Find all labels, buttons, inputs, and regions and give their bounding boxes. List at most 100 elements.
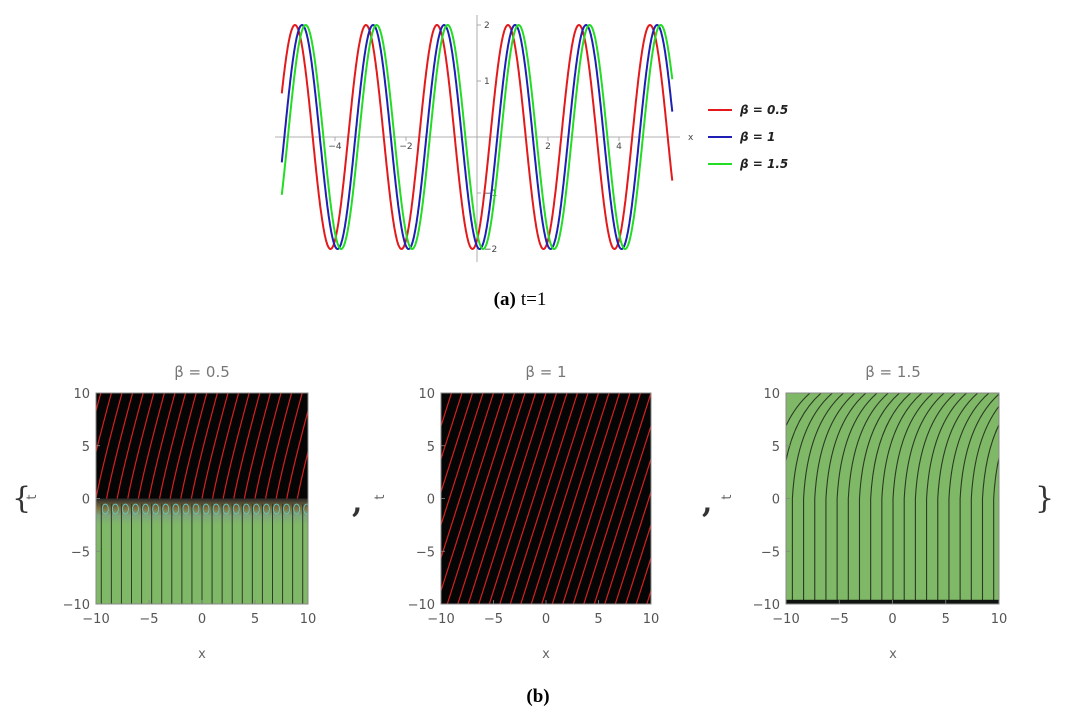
x-tick-label: −10 <box>772 612 799 627</box>
y-tick-label: 0 <box>427 493 435 508</box>
x-tick-label: 0 <box>542 612 550 627</box>
close-brace: } <box>1035 481 1054 516</box>
contour-line <box>914 393 956 604</box>
y-axis-label: t <box>373 494 388 499</box>
y-tick-label: −5 <box>761 545 780 560</box>
contour-line <box>881 393 923 604</box>
contour-line <box>296 449 308 499</box>
contour-line <box>127 393 155 499</box>
contour-loop <box>142 503 149 515</box>
contour-line <box>814 393 856 604</box>
y-tick-label: −10 <box>753 598 780 613</box>
x-tick-label: 2 <box>545 142 551 152</box>
contour-line <box>959 393 999 604</box>
contour-line <box>791 393 833 604</box>
y-tick-label: 0 <box>772 493 780 508</box>
contour-line <box>635 555 651 604</box>
contour-line <box>478 393 547 604</box>
contour-loop <box>283 503 290 515</box>
contour-loop <box>242 503 250 515</box>
x-tick-label: 10 <box>300 612 317 627</box>
contour-line <box>457 393 526 604</box>
contour-line <box>286 408 308 499</box>
contour-line <box>233 393 261 499</box>
contour-layer <box>96 393 345 604</box>
caption-b: (b) <box>526 686 549 707</box>
legend-label: β = 0.5 <box>739 103 788 117</box>
x-axis-label: x <box>198 647 206 662</box>
contour-line <box>159 393 187 499</box>
contour-line <box>441 393 505 593</box>
contour-loop <box>122 503 129 515</box>
x-axis-label: x <box>542 647 550 662</box>
contour-line <box>201 393 229 499</box>
contour-line <box>562 393 631 604</box>
contour-line <box>265 393 293 499</box>
contour-line <box>441 393 484 527</box>
contour-loop <box>202 503 210 515</box>
contour-line <box>275 393 303 499</box>
x-tick-label: −10 <box>82 612 109 627</box>
contour-line <box>993 455 999 604</box>
contour-layer <box>786 393 999 604</box>
contour-loop <box>111 503 119 515</box>
series-lines <box>280 23 674 251</box>
contour-loop <box>293 503 301 515</box>
contour-line <box>572 393 642 604</box>
separator-comma: , <box>702 485 712 520</box>
contour-line <box>190 393 218 499</box>
y-tick-label: 1 <box>484 77 490 87</box>
contour-line <box>520 393 589 604</box>
contour-line <box>657 393 724 604</box>
series-line <box>280 23 674 251</box>
contour-loop <box>132 503 139 515</box>
legend: β = 0.5 β = 1 β = 1.5 <box>708 103 788 171</box>
contour-line <box>625 522 651 604</box>
y-axis-label: t <box>25 494 40 499</box>
x-tick-label: 5 <box>251 612 259 627</box>
contour-line <box>551 393 621 604</box>
contour-loop <box>182 503 190 515</box>
contour-line <box>541 393 610 604</box>
contour-line <box>499 393 568 604</box>
contour-line <box>243 393 271 499</box>
contour-layer <box>332 393 724 604</box>
y-tick-label: −10 <box>63 598 90 613</box>
contour-loop <box>162 503 170 515</box>
contour-line <box>509 393 579 604</box>
x-tick-label: 0 <box>198 612 206 627</box>
contour-line <box>604 456 651 604</box>
contour-line <box>148 393 176 499</box>
contour-line <box>858 393 900 604</box>
y-tick-label: 10 <box>763 387 780 402</box>
open-brace: { <box>12 481 31 516</box>
panel-ticks: −10 −5 0 5 10 −10 −5 0 5 10 <box>63 387 317 627</box>
legend-label: β = 1.5 <box>739 157 788 171</box>
contour-line <box>786 393 822 464</box>
contour-line <box>169 393 197 499</box>
contour-line <box>332 393 399 604</box>
contour-loop <box>303 503 308 515</box>
contour-line <box>583 393 651 604</box>
contour-panel-beta-0.5: β = 0.5 −10 −5 0 5 10 −10 −5 0 5 10 x t <box>25 363 345 662</box>
contour-plot <box>785 392 1000 605</box>
x-tick-label: −5 <box>139 612 158 627</box>
contour-line <box>614 489 651 604</box>
y-tick-label: 5 <box>82 440 90 455</box>
contour-line <box>937 393 979 604</box>
contour-line <box>441 393 463 461</box>
contour-loop <box>192 503 200 515</box>
contour-line <box>836 393 878 604</box>
contour-line <box>441 393 474 494</box>
x-tick-label: 10 <box>991 612 1008 627</box>
contour-line <box>96 393 123 499</box>
y-tick-label: 5 <box>772 440 780 455</box>
contour-line <box>593 423 651 604</box>
contour-panel-beta-1.5: β = 1.5 −10 −5 0 5 10 −10 −5 0 5 10 x t <box>720 363 1008 662</box>
contour-line <box>319 393 345 499</box>
contour-line <box>137 393 165 499</box>
series-line <box>280 23 674 251</box>
contour-line <box>870 393 912 604</box>
contour-line <box>446 393 516 604</box>
